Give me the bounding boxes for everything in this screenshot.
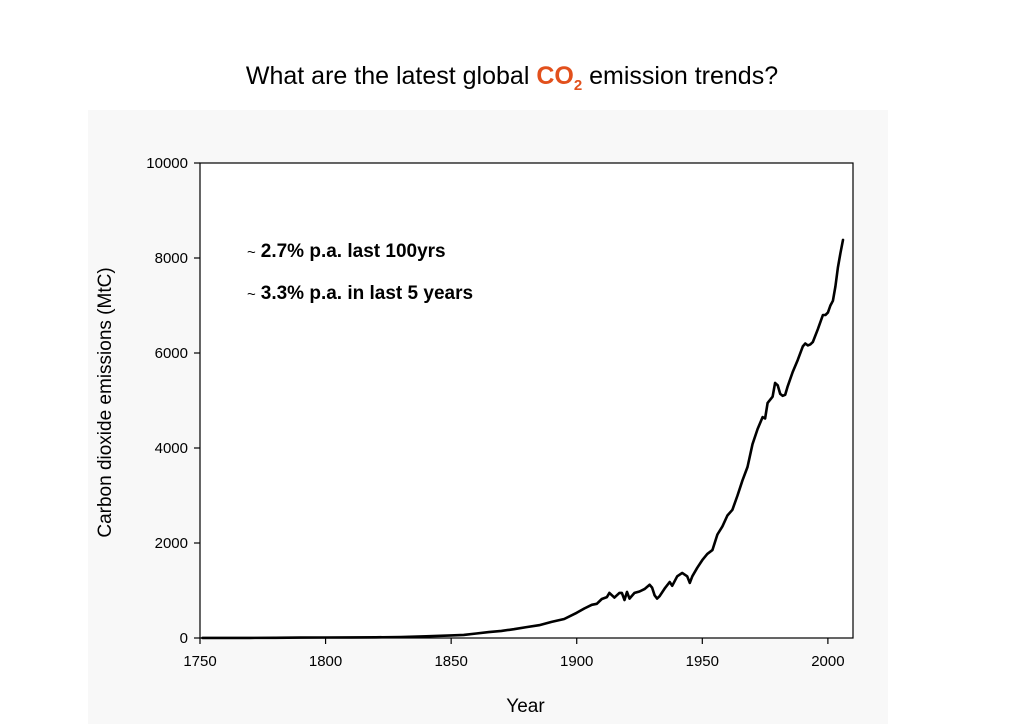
x-tick-label: 1900 (560, 653, 593, 670)
x-tick-label: 1850 (434, 653, 467, 670)
co2-subscript: 2 (573, 77, 583, 94)
y-tick-label: 4000 (155, 440, 188, 457)
plot-frame (199, 162, 854, 639)
title-text-before: What are the latest global (245, 62, 530, 90)
y-axis-label: Carbon dioxide emissions (MtC) (95, 267, 116, 537)
annotation-tilde: ~ (247, 286, 256, 303)
y-tick-label: 2000 (155, 535, 188, 552)
title-text-after: emission trends? (589, 62, 779, 90)
y-tick-label: 0 (180, 630, 188, 647)
y-tick-label: 6000 (155, 345, 188, 362)
co2-label: CO2 (536, 62, 582, 94)
series-layer (201, 238, 845, 640)
y-tick-label: 10000 (146, 155, 188, 172)
x-axis-label: Year (506, 696, 545, 717)
x-tick-label: 1800 (309, 653, 342, 670)
x-tick-label: 1950 (686, 653, 719, 670)
annotation-tilde: ~ (247, 244, 256, 261)
annotation-text: ~2.7% p.a. last 100yrs (247, 241, 446, 262)
slide-title: What are the latest global CO2 emission … (0, 62, 1024, 94)
annotation-text: ~3.3% p.a. in last 5 years (247, 283, 473, 304)
y-tick-label: 8000 (155, 250, 188, 267)
label-layer: Year Carbon dioxide emissions (MtC) ~ 2.7% … (95, 241, 545, 717)
annotation-label: 3.3% p.a. in last 5 years (261, 283, 473, 304)
x-tick-label: 1750 (183, 653, 216, 670)
axis-layer: 1750 1800 1850 1900 1950 2000 0 2000 4000 6000 800… (146, 155, 854, 670)
co2-text: CO (536, 62, 574, 90)
x-tick-label: 2000 (811, 653, 844, 670)
annotation-label: 2.7% p.a. last 100yrs (261, 241, 446, 262)
series-line (201, 238, 845, 640)
